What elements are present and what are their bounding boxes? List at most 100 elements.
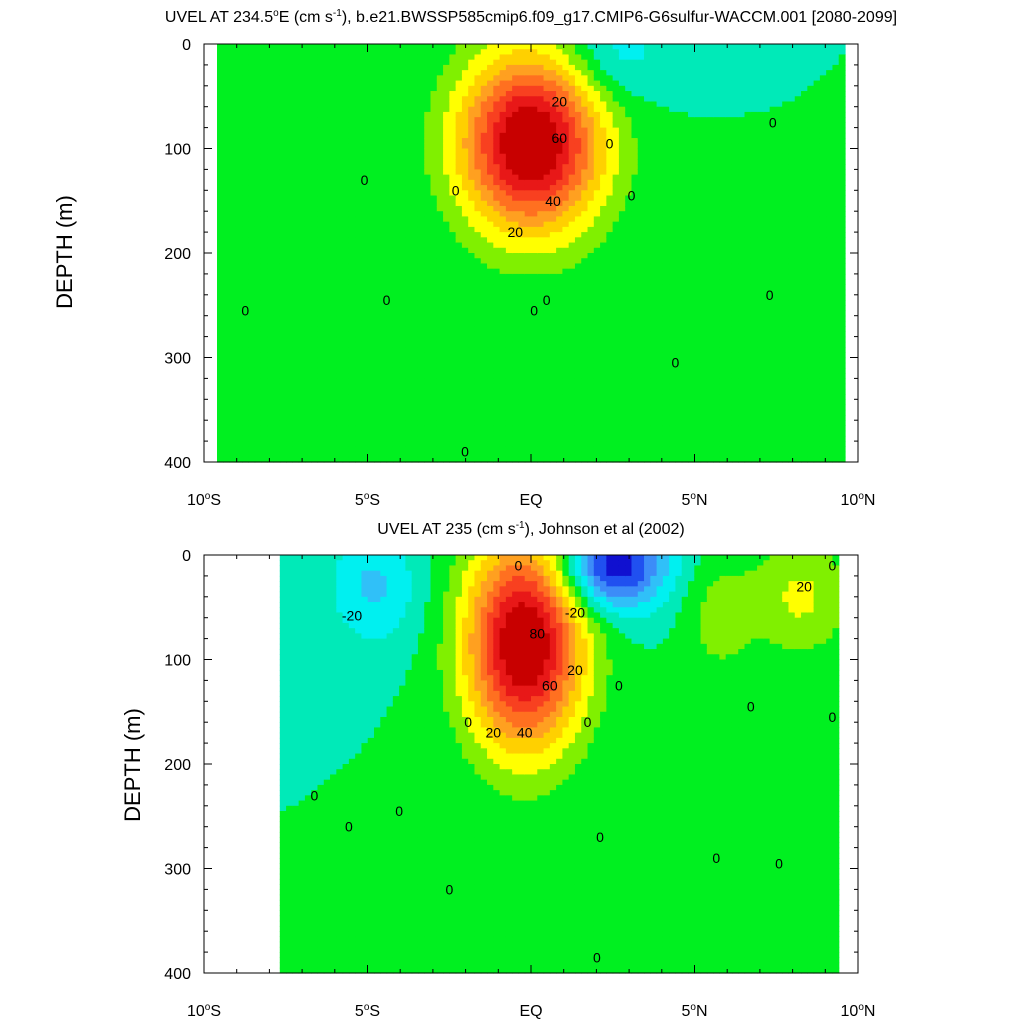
contour-cell [217,75,224,82]
contour-cell [380,106,388,113]
contour-cell [499,451,507,458]
contour-cell [336,54,344,61]
contour-cell [499,226,507,233]
contour-cell [286,394,293,400]
contour-cell [449,174,457,181]
contour-cell [480,279,488,285]
contour-cell [531,195,538,202]
contour-cell [430,185,438,191]
contour-cell [323,117,331,123]
contour-cell [367,169,375,176]
contour-cell [374,127,381,134]
contour-cell [581,367,589,374]
contour-cell [348,185,356,191]
contour-cell [455,394,463,400]
contour-cell [380,273,388,280]
contour-cell [248,226,256,233]
contour-cell [342,143,350,150]
contour-cell [311,237,319,244]
contour-cell [229,425,237,432]
contour-cell [254,357,262,364]
contour-cell [512,253,520,259]
contour-cell [292,347,300,353]
contour-cell [537,326,545,332]
contour-cell [531,185,538,191]
contour-cell [461,91,469,97]
contour-cell [480,435,488,442]
contour-cell [323,456,331,463]
contour-cell [587,331,595,338]
contour-cell [361,85,369,92]
contour-cell [374,320,381,327]
contour-cell [562,294,570,301]
contour-cell [505,179,513,186]
contour-cell [480,122,488,129]
contour-cell [411,294,419,301]
contour-cell [424,268,432,275]
contour-cell [248,169,256,176]
contour-cell [468,320,476,327]
contour-cell [574,132,582,139]
contour-cell [461,216,469,223]
contour-cell [392,148,400,155]
contour-cell [374,164,381,170]
contour-cell [330,54,337,61]
contour-cell [487,111,494,118]
contour-cell [286,211,293,218]
contour-cell [273,430,281,437]
contour-cell [392,127,400,134]
contour-cell [411,399,419,406]
contour-cell [229,232,237,238]
contour-cell [512,117,520,123]
contour-cell [417,357,425,364]
contour-cell [292,315,300,322]
contour-cell [562,59,570,66]
contour-cell [267,341,275,348]
contour-cell [286,205,293,212]
contour-cell [367,221,375,228]
contour-cell [531,143,538,150]
contour-cell [487,451,494,458]
contour-cell [581,446,589,453]
contour-cell [411,441,419,447]
contour-cell [468,205,476,212]
contour-cell [562,435,570,442]
contour-cell [355,320,363,327]
contour-cell [443,326,450,332]
contour-cell [600,310,607,317]
contour-cell [355,179,363,186]
contour-cell [361,268,369,275]
contour-cell [235,414,243,421]
contour-cell [505,54,513,61]
contour-cell [267,300,275,306]
contour-cell [543,331,551,338]
contour-cell [223,96,231,103]
contour-cell [549,362,557,369]
contour-cell [254,195,262,202]
contour-cell [361,200,369,207]
contour-cell [399,111,406,118]
contour-cell [543,399,551,406]
contour-cell [235,430,243,437]
contour-cell [279,91,287,97]
contour-cell [436,164,444,170]
contour-cell [304,289,312,296]
contour-cell [543,273,551,280]
contour-cell [361,388,369,395]
contour-cell [543,195,551,202]
contour-cell [549,185,557,191]
contour-cell [436,263,444,270]
contour-cell [298,185,306,191]
contour-cell [304,284,312,291]
contour-cell [248,268,256,275]
contour-cell [524,326,532,332]
contour-cell [223,117,231,123]
contour-cell [549,373,557,379]
contour-cell [474,143,482,150]
contour-cell [512,247,520,254]
contour-cell [254,221,262,228]
contour-cell [405,331,413,338]
contour-cell [317,268,325,275]
contour-cell [493,268,501,275]
contour-cell [392,394,400,400]
